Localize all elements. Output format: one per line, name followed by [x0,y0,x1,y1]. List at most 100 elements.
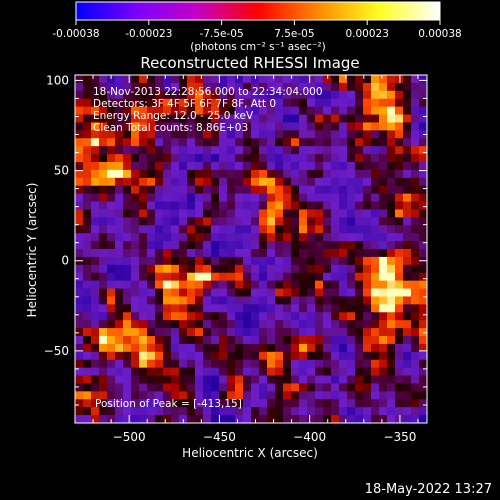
heatmap-cell [75,154,84,163]
heatmap-cell [411,407,420,416]
heatmap-cell [395,241,404,250]
heatmap-cell [331,154,340,163]
heatmap-cell [219,256,228,266]
annotation-clean-counts: Clean Total counts: 8.86E+03 [93,122,248,134]
heatmap-cell [267,328,276,337]
heatmap-cell [275,359,284,369]
heatmap-cell [219,375,228,385]
heatmap-cell [387,146,396,155]
heatmap-cell [179,304,188,313]
heatmap-cell [259,185,268,195]
heatmap-cell [203,415,212,423]
heatmap-cell [379,249,388,258]
heatmap-cell [339,320,348,329]
heatmap-cell [251,130,260,139]
heatmap-cell [355,343,364,353]
heatmap-cell [379,146,388,155]
heatmap-cell [251,264,260,274]
heatmap-cell [195,288,204,298]
heatmap-cell [195,296,204,305]
annotation-energy-range: Energy Range: 12.0 - 25.0 keV [93,110,254,122]
heatmap-cell [251,169,260,179]
heatmap-cell [219,233,228,242]
heatmap-cell [251,320,260,329]
heatmap-cell [363,280,372,290]
heatmap-cell [235,328,244,337]
heatmap-cell [187,185,196,195]
heatmap-cell [371,264,380,274]
heatmap-cell [107,304,116,313]
heatmap-cell [131,233,140,242]
heatmap-cell [107,320,116,329]
heatmap-cell [323,114,332,124]
heatmap-cell [251,90,260,100]
heatmap-cell [91,146,100,155]
heatmap-cell [147,407,156,416]
heatmap-cell [299,75,308,84]
heatmap-cell [307,75,316,84]
heatmap-cell [315,225,324,234]
heatmap-cell [331,359,340,369]
heatmap-cell [283,336,292,345]
heatmap-cell [323,241,332,250]
heatmap-cell [139,146,148,155]
heatmap-cell [91,233,100,242]
heatmap-cell [323,336,332,345]
heatmap-cell [139,391,148,400]
heatmap-cell [315,399,324,408]
heatmap-cell [323,98,332,108]
heatmap-cell [315,146,324,155]
heatmap-cell [115,312,124,321]
heatmap-cell [123,249,132,258]
heatmap-cell [267,320,276,329]
heatmap-cell [387,288,396,298]
heatmap-cell [315,162,324,171]
heatmap-cell [99,304,108,313]
heatmap-cell [163,233,172,242]
heatmap-cell [107,169,116,179]
heatmap-cell [163,415,172,423]
heatmap-cell [219,249,228,258]
heatmap-cell [203,201,212,211]
heatmap-cell [347,225,356,234]
heatmap-cell [179,351,188,361]
heatmap-cell [219,90,228,100]
heatmap-cell [147,130,156,139]
heatmap-cell [203,391,212,400]
heatmap-cell [203,256,212,266]
heatmap-cell [403,138,412,147]
heatmap-cell [219,138,228,147]
heatmap-cell [379,185,388,195]
heatmap-cell [403,320,412,329]
heatmap-cell [99,154,108,163]
heatmap-cell [331,343,340,353]
heatmap-cell [115,415,124,423]
heatmap-cell [387,217,396,226]
heatmap-cell [139,343,148,353]
x-tick-label: −500 [113,430,146,444]
heatmap-cell [187,280,196,290]
colorbar-tick-label: 7.5e-05 [274,28,314,40]
heatmap-cell [323,296,332,305]
heatmap-cell [363,391,372,400]
heatmap-cell [147,90,156,100]
heatmap-cell [243,138,252,147]
heatmap-cell [403,336,412,345]
heatmap-cell [171,359,180,369]
heatmap-cell [283,241,292,250]
heatmap-cell [259,351,268,361]
heatmap-cell [187,336,196,345]
heatmap-cell [123,343,132,353]
heatmap-cell [107,367,116,377]
heatmap-cell [243,209,252,218]
heatmap-cell [267,225,276,234]
heatmap-cell [219,336,228,345]
heatmap-cell [187,201,196,211]
heatmap-cell [131,343,140,353]
heatmap-cell [291,249,300,258]
heatmap-cell [355,264,364,274]
heatmap-cell [387,185,396,195]
heatmap-cell [403,343,412,353]
heatmap-cell [251,193,260,203]
heatmap-cell [235,367,244,377]
